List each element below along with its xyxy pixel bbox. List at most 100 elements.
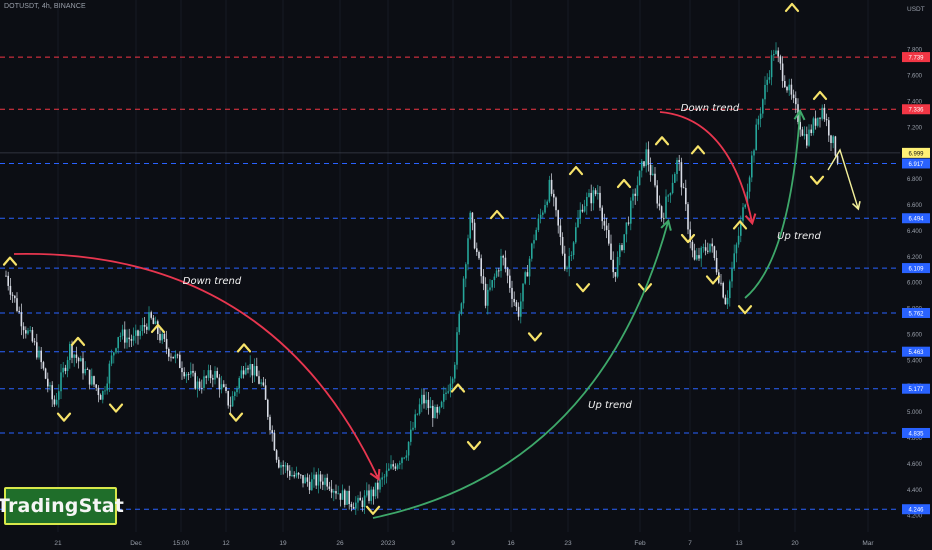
candle-body [451, 378, 454, 384]
candle-body [553, 193, 555, 198]
candle-body [806, 134, 808, 146]
candle-body [797, 104, 799, 122]
x-tick-label: 16 [507, 540, 515, 547]
candle-body [126, 337, 128, 343]
candle-body [42, 362, 45, 369]
candle-body [401, 457, 403, 464]
candle-body [47, 378, 49, 387]
candle-body [363, 495, 366, 508]
candle-body [746, 191, 749, 205]
candle-body [212, 378, 214, 380]
candle-body [755, 124, 757, 151]
x-tick-label: 15:00 [173, 540, 190, 547]
candle-body [436, 406, 438, 413]
candle-body [731, 268, 733, 282]
candle-body [586, 196, 588, 207]
candle-body [803, 134, 806, 136]
candle-body [674, 174, 676, 183]
candle-body [55, 399, 58, 405]
candle-body [539, 214, 542, 219]
y-tick-label: 4.600 [907, 462, 923, 468]
candle-body [190, 370, 192, 375]
candle-body [762, 99, 764, 114]
candle-body [671, 182, 674, 194]
tradingstat-logo: TradingStat [0, 487, 124, 525]
candle-body [69, 343, 71, 361]
candle-body [227, 391, 229, 406]
trend-arrow[interactable] [659, 111, 757, 226]
candle-body [99, 395, 102, 400]
candle-body [223, 384, 225, 387]
swing-low-marker [737, 305, 753, 315]
swing-high-marker [150, 323, 166, 334]
candle-body [482, 276, 485, 284]
candle-body [533, 240, 535, 244]
candle-body [700, 247, 702, 259]
candle-body [572, 242, 575, 256]
candle-body [412, 427, 414, 430]
candle-body [770, 55, 773, 78]
candle-body [273, 433, 276, 451]
candle-body [621, 245, 623, 251]
candle-body [812, 118, 815, 134]
y-tick-label: 5.000 [907, 410, 923, 416]
candle-body [720, 282, 722, 284]
candle-body [658, 203, 661, 207]
resistance-price-tag [902, 104, 930, 115]
candle-body [630, 200, 632, 224]
candle-body [73, 354, 75, 358]
candle-body [40, 350, 42, 363]
candle-body [627, 222, 630, 224]
candle-body [458, 313, 460, 333]
candle-body [7, 275, 9, 286]
candle-body [775, 50, 777, 54]
candle-body [410, 429, 412, 442]
swing-high-marker [812, 90, 828, 101]
candle-body [392, 464, 394, 467]
candle-body [623, 234, 625, 251]
candle-body [638, 170, 641, 186]
candle-body [295, 472, 298, 477]
candle-body [381, 477, 383, 480]
candle-body [531, 243, 533, 259]
trend-arrow[interactable] [744, 108, 806, 299]
support-price-tag [902, 307, 930, 318]
candle-body [205, 376, 207, 378]
candle-body [423, 394, 425, 404]
candle-body [579, 209, 581, 219]
candle-body [88, 369, 91, 385]
swing-low-marker [809, 175, 825, 185]
candle-body [234, 392, 236, 397]
trend-arrow[interactable] [372, 218, 672, 519]
candle-body [361, 500, 364, 508]
candle-body [18, 310, 20, 313]
candle-body [49, 385, 51, 387]
candle-body [724, 297, 727, 305]
candle-body [568, 256, 570, 268]
candle-body [315, 474, 317, 486]
swing-low-marker [575, 283, 591, 293]
candle-body [139, 331, 141, 336]
projection-arrow[interactable] [827, 148, 861, 211]
candle-body [542, 212, 544, 215]
swing-high-marker [616, 178, 632, 189]
swing-high-marker [690, 145, 706, 155]
candle-body [504, 257, 507, 269]
candle-body [696, 255, 698, 260]
candle-body [251, 363, 254, 376]
candle-body [264, 385, 267, 400]
candle-body [641, 161, 643, 171]
candle-body [53, 399, 56, 405]
trend-arrow[interactable] [13, 253, 381, 481]
candle-body [168, 348, 170, 357]
candle-body [619, 245, 621, 257]
candle-body [405, 455, 408, 458]
swing-high-marker [70, 336, 86, 346]
candle-body [493, 276, 496, 281]
candle-body [814, 118, 817, 126]
support-price-tag [902, 263, 930, 274]
x-tick-label: 21 [54, 540, 62, 547]
candle-body [229, 405, 232, 407]
